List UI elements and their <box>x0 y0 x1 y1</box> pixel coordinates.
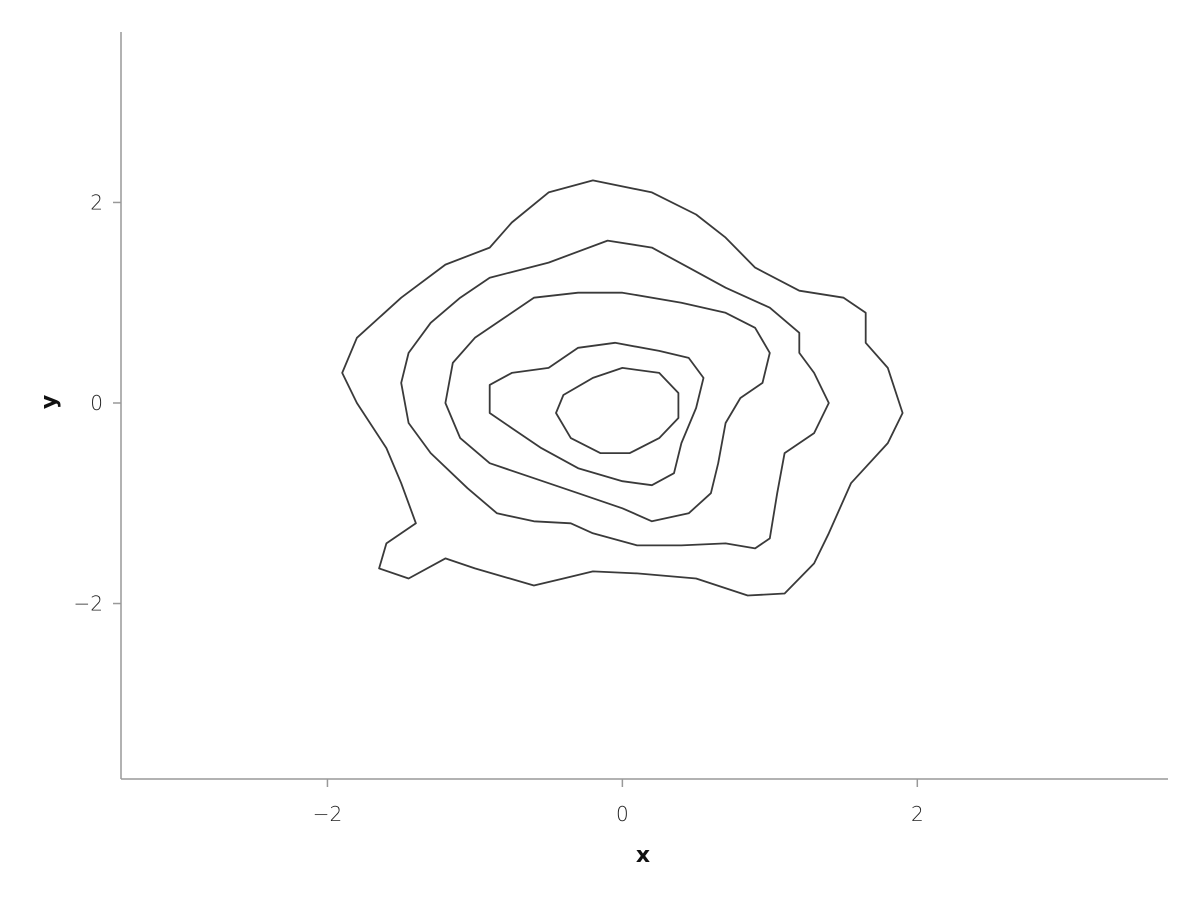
ticks-layer: −2 0 2 −2 0 2 <box>74 190 924 826</box>
contour-line-1 <box>341 179 904 597</box>
contour-line-2 <box>400 239 830 550</box>
y-tick-label: 0 <box>90 391 103 415</box>
contour-line-5 <box>555 367 680 454</box>
x-tick-label: 0 <box>616 802 629 826</box>
x-tick-label: 2 <box>911 802 924 826</box>
y-axis-title: y <box>37 395 62 409</box>
y-tick-label: −2 <box>74 592 103 616</box>
contour-line-4 <box>488 341 705 487</box>
x-axis-title: x <box>636 843 650 868</box>
y-tick-label: 2 <box>90 190 103 214</box>
axes-layer <box>120 32 1168 780</box>
contour-line-3 <box>444 291 771 523</box>
contours-layer <box>341 179 904 597</box>
x-tick-label: −2 <box>313 802 342 826</box>
